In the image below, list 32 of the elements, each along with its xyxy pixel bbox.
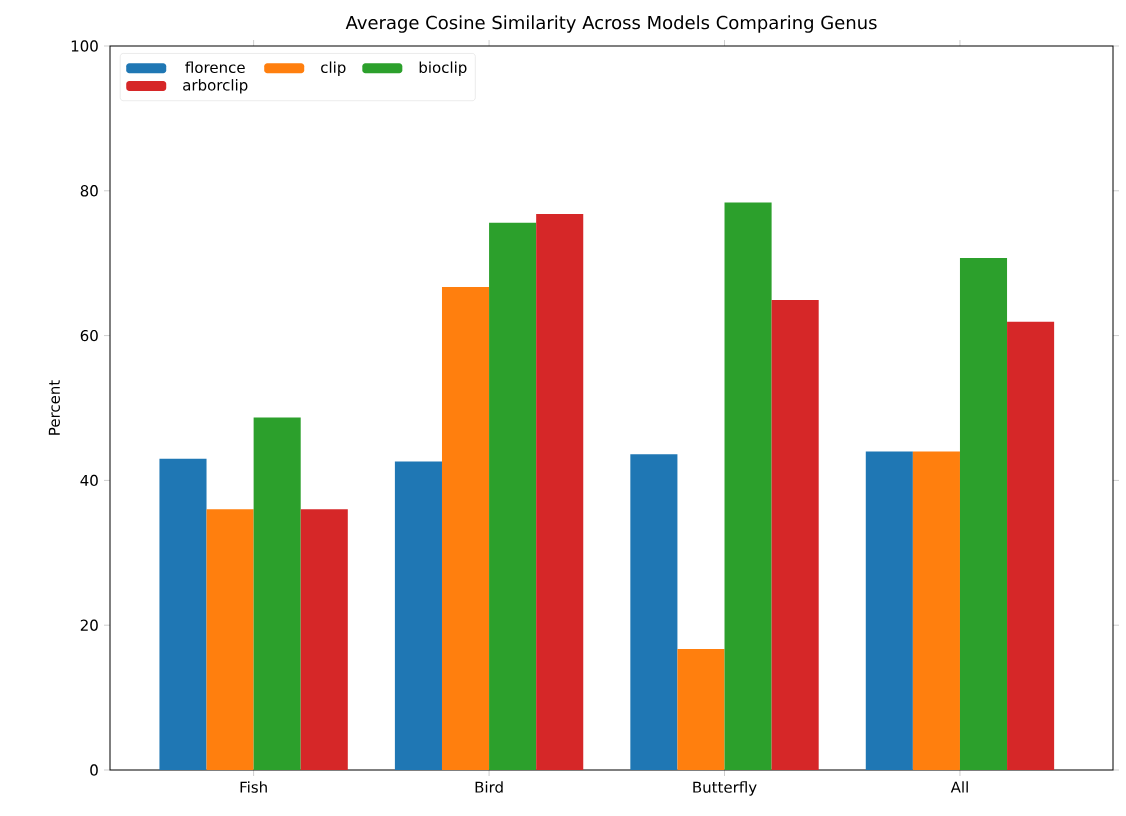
legend-label: bioclip [419, 61, 467, 76]
legend-label: florence [185, 61, 245, 74]
bar [489, 222, 537, 770]
x-tick-label: Fish [240, 781, 267, 793]
bar [912, 451, 960, 770]
bar [300, 509, 348, 770]
bar [536, 213, 584, 770]
bar [630, 454, 678, 770]
y-tick-label: 80 [80, 185, 98, 197]
bar [724, 202, 772, 770]
bar [959, 258, 1008, 770]
bar [441, 287, 490, 770]
legend-label: arborclip [183, 79, 248, 94]
x-tick-label: Bird [475, 781, 503, 793]
bar [771, 300, 819, 770]
legend-label: clip [321, 61, 346, 76]
x-tick-label: Butterfly [693, 781, 757, 796]
chart-title: Average Cosine Similarity Across Models Comparing Genus [345, 15, 877, 33]
x-tick-label: All [950, 781, 968, 793]
bar [206, 509, 254, 770]
y-tick-label: 0 [90, 764, 98, 776]
y-tick-label: 20 [80, 619, 98, 631]
bar [394, 461, 442, 770]
y-axis-title: Percent [48, 380, 60, 435]
bar [159, 458, 207, 770]
bar [253, 417, 301, 770]
y-tick-label: 60 [80, 329, 98, 342]
bar [1007, 321, 1055, 770]
bar [865, 451, 913, 770]
y-tick-label: 40 [80, 474, 98, 487]
y-tick-label: 100 [71, 40, 98, 52]
bar [677, 649, 725, 770]
